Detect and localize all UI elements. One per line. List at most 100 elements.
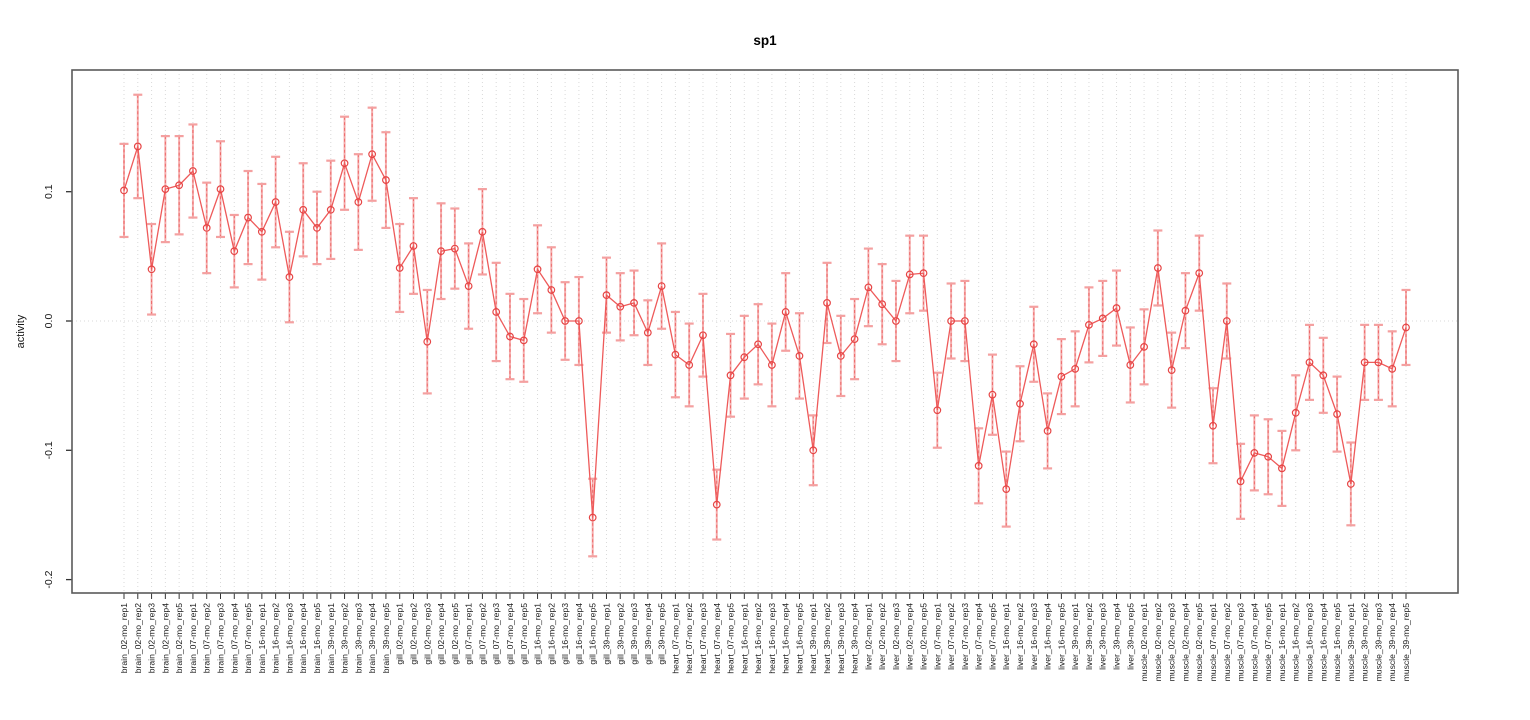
x-tick-label: liver_39-mo_rep5 — [1125, 603, 1135, 670]
data-point — [795, 352, 804, 360]
x-tick-label: gill_16-mo_rep1 — [533, 603, 543, 665]
x-tick-label: gill_39-mo_rep3 — [629, 603, 639, 665]
x-tick-label: heart_16-mo_rep2 — [753, 603, 763, 674]
data-point — [409, 242, 418, 250]
chart-title: sp1 — [753, 33, 777, 48]
data-point — [382, 176, 390, 184]
data-point — [547, 286, 556, 294]
x-tick-label: gill_39-mo_rep5 — [657, 603, 667, 665]
x-tick-label: muscle_02-mo_rep2 — [1153, 603, 1163, 682]
data-point — [809, 446, 818, 455]
x-tick-label: muscle_07-mo_rep4 — [1249, 603, 1259, 682]
data-point — [1333, 410, 1341, 418]
x-tick-label: brain_39-mo_rep1 — [326, 603, 336, 673]
data-point — [1167, 366, 1176, 375]
data-point — [671, 350, 680, 359]
x-tick-label: liver_07-mo_rep3 — [960, 603, 970, 670]
data-point — [1071, 364, 1080, 373]
data-point — [299, 205, 308, 214]
y-tick-label: 0.1 — [43, 184, 55, 199]
x-tick-label: brain_02-mo_rep2 — [133, 603, 143, 673]
y-axis-label: activity — [15, 314, 27, 348]
x-tick-label: liver_39-mo_rep2 — [1084, 603, 1094, 670]
data-point — [905, 270, 914, 279]
data-point — [754, 340, 763, 349]
data-point — [1305, 358, 1314, 367]
x-tick-label: heart_07-mo_rep4 — [712, 603, 722, 674]
data-point — [1181, 306, 1190, 315]
data-point — [147, 265, 156, 274]
x-tick-label: gill_07-mo_rep3 — [491, 603, 501, 665]
x-tick-label: brain_02-mo_rep1 — [119, 603, 129, 673]
data-point — [395, 264, 404, 272]
x-tick-label: brain_16-mo_rep2 — [271, 603, 281, 673]
x-tick-label: gill_07-mo_rep5 — [519, 603, 529, 665]
x-tick-label: muscle_39-mo_rep2 — [1360, 603, 1370, 682]
x-tick-label: muscle_16-mo_rep4 — [1318, 603, 1328, 682]
data-point — [1388, 364, 1397, 373]
data-point — [1374, 358, 1383, 367]
x-tick-label: heart_07-mo_rep3 — [698, 603, 708, 674]
x-tick-label: brain_07-mo_rep1 — [188, 603, 198, 673]
data-point — [947, 317, 955, 325]
data-point — [1140, 342, 1148, 351]
data-point — [230, 247, 239, 256]
x-tick-label: liver_02-mo_rep2 — [877, 603, 887, 670]
data-point — [892, 317, 900, 325]
x-tick-label: brain_16-mo_rep1 — [257, 603, 267, 673]
x-tick-label: heart_16-mo_rep4 — [781, 603, 791, 674]
data-point — [988, 390, 997, 399]
x-tick-label: muscle_07-mo_rep2 — [1222, 603, 1232, 682]
data-point — [340, 159, 349, 168]
x-tick-label: liver_39-mo_rep1 — [1070, 603, 1080, 670]
data-point — [561, 317, 570, 325]
x-tick-label: muscle_02-mo_rep3 — [1167, 603, 1177, 682]
data-point — [960, 317, 969, 325]
data-point — [974, 461, 983, 470]
data-point — [685, 361, 694, 369]
x-tick-label: muscle_07-mo_rep3 — [1236, 603, 1246, 682]
x-tick-label: liver_16-mo_rep4 — [1043, 603, 1053, 670]
x-tick-label: muscle_16-mo_rep1 — [1277, 603, 1287, 682]
x-tick-label: muscle_02-mo_rep1 — [1139, 603, 1149, 682]
x-tick-label: gill_02-mo_rep4 — [436, 603, 446, 665]
data-point — [602, 291, 611, 300]
data-point — [1016, 399, 1024, 408]
x-tick-label: liver_07-mo_rep4 — [974, 603, 984, 670]
x-tick-label: gill_02-mo_rep5 — [450, 603, 460, 665]
data-point — [1264, 452, 1273, 461]
data-point — [1278, 464, 1286, 473]
x-tick-label: gill_16-mo_rep2 — [546, 603, 556, 665]
x-tick-label: brain_16-mo_rep3 — [284, 603, 294, 673]
x-tick-label: liver_16-mo_rep2 — [1015, 603, 1025, 670]
data-point — [1043, 427, 1052, 435]
data-point — [1402, 323, 1410, 332]
x-tick-label: brain_02-mo_rep5 — [174, 603, 184, 673]
data-point — [1319, 371, 1328, 380]
x-tick-label: muscle_39-mo_rep4 — [1387, 603, 1397, 682]
y-tick-label: -0.2 — [43, 570, 55, 588]
x-tick-label: heart_16-mo_rep5 — [794, 603, 804, 674]
x-tick-label: heart_39-mo_rep1 — [808, 603, 818, 674]
x-tick-label: gill_16-mo_rep5 — [588, 603, 598, 665]
x-tick-label: gill_39-mo_rep4 — [643, 603, 653, 665]
x-tick-label: brain_02-mo_rep3 — [147, 603, 157, 673]
data-point — [326, 205, 335, 214]
data-point — [919, 269, 928, 278]
x-tick-label: liver_07-mo_rep2 — [946, 603, 956, 670]
data-point — [1195, 269, 1204, 278]
data-point — [519, 336, 528, 345]
x-tick-label: muscle_02-mo_rep5 — [1194, 603, 1204, 682]
x-tick-label: liver_02-mo_rep5 — [919, 603, 929, 670]
data-point — [1126, 361, 1135, 369]
data-point — [492, 308, 501, 316]
x-tick-label: brain_07-mo_rep3 — [215, 603, 225, 673]
data-point — [478, 227, 487, 236]
data-point — [740, 353, 749, 362]
data-point — [1222, 317, 1231, 325]
data-point — [1002, 485, 1011, 493]
data-point — [161, 185, 170, 194]
data-point — [933, 406, 942, 415]
x-tick-label: brain_07-mo_rep5 — [243, 603, 253, 673]
